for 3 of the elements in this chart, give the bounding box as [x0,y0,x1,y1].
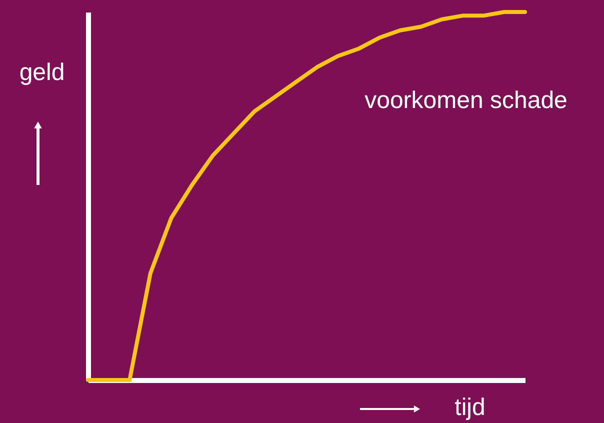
series-label: voorkomen schade [364,87,568,114]
x-axis-title: tijd [454,394,486,421]
y-axis-title: geld [19,59,65,86]
